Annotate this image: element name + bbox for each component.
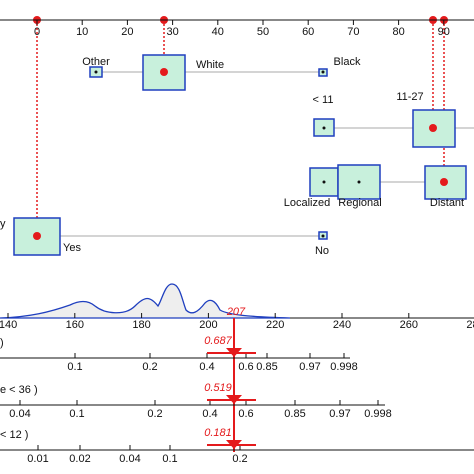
prob-tick-label: 0.998	[364, 408, 392, 420]
total-tick-label: 260	[400, 319, 418, 331]
top-tick-label: 80	[392, 26, 404, 38]
boxes	[13, 54, 467, 256]
prob-tick-label: 0.6	[238, 408, 253, 420]
level-label: Distant	[430, 197, 464, 209]
level-label: 11-27	[396, 91, 423, 103]
top-tick-label: 20	[121, 26, 133, 38]
total-value: 207	[226, 306, 246, 318]
row-label: y	[0, 218, 6, 230]
prob-tick-label: 0.01	[27, 453, 48, 465]
total-tick-label: 240	[333, 319, 351, 331]
level-label: Regional	[338, 197, 381, 209]
prob-tick-label: 0.04	[119, 453, 140, 465]
prob-tick-label: 0.97	[299, 361, 320, 373]
prob-tick-label: 0.1	[162, 453, 177, 465]
prob-tick-label: 0.1	[67, 361, 82, 373]
prob-axis-label: e < 36 )	[0, 384, 38, 396]
level-label: Black	[334, 56, 361, 68]
prob-axis-label: )	[0, 337, 4, 349]
prob-value: 0.519	[204, 382, 232, 394]
prob-tick-label: 0.2	[142, 361, 157, 373]
prob-tick-label: 0.2	[232, 453, 247, 465]
total-tick-label: 200	[199, 319, 217, 331]
total-tick-label: 280	[466, 319, 474, 331]
level-label: White	[196, 59, 224, 71]
top-tick-label: 0	[34, 26, 40, 38]
prob-tick-label: 0.85	[256, 361, 277, 373]
top-tick-label: 50	[257, 26, 269, 38]
top-tick-label: 70	[347, 26, 359, 38]
prob-tick-label: 0.998	[330, 361, 358, 373]
prob-value: 0.181	[204, 427, 232, 439]
prob-tick-label: 0.85	[284, 408, 305, 420]
prob-tick-label: 0.04	[9, 408, 30, 420]
prob-axis-label: < 12 )	[0, 429, 28, 441]
level-label: Other	[82, 56, 110, 68]
prob-tick-label: 0.1	[69, 408, 84, 420]
prob-tick-label: 0.02	[69, 453, 90, 465]
top-tick-label: 40	[212, 26, 224, 38]
total-tick-label: 220	[266, 319, 284, 331]
prob-tick-label: 0.6	[238, 361, 253, 373]
top-tick-label: 10	[76, 26, 88, 38]
level-label: Yes	[63, 242, 81, 254]
top-tick-label: 30	[166, 26, 178, 38]
prob-tick-label: 0.4	[199, 361, 214, 373]
prob-tick-label: 0.4	[202, 408, 217, 420]
density-curve	[0, 283, 291, 319]
total-tick-label: 160	[66, 319, 84, 331]
prob-marker	[226, 395, 242, 404]
prob-marker	[226, 440, 242, 449]
level-label: Localized	[284, 197, 330, 209]
prob-marker	[226, 348, 242, 357]
prob-tick-label: 0.2	[147, 408, 162, 420]
total-tick-label: 140	[0, 319, 17, 331]
total-tick-label: 180	[132, 319, 150, 331]
level-label: No	[315, 245, 329, 257]
top-tick-label: 90	[438, 26, 450, 38]
prob-tick-label: 0.97	[329, 408, 350, 420]
box-dots	[94, 70, 361, 238]
top-tick-label: 60	[302, 26, 314, 38]
prob-value: 0.687	[204, 335, 232, 347]
level-label: < 11	[313, 94, 334, 106]
